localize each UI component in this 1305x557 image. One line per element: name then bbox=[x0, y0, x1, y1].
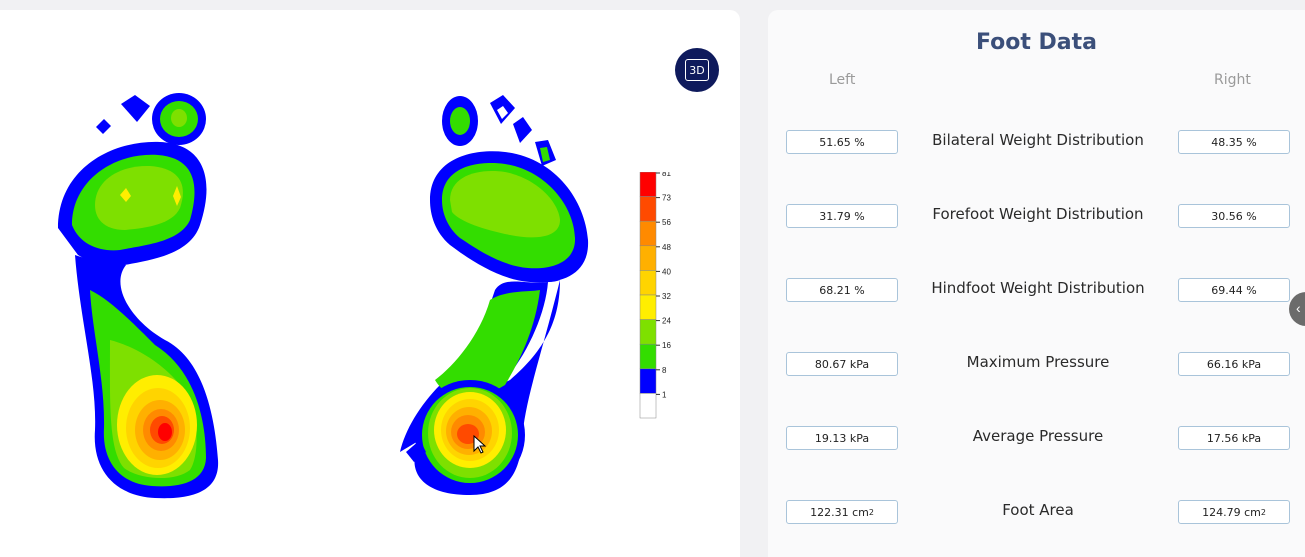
left-foot-map bbox=[58, 93, 219, 499]
metric-label: Foot Area bbox=[1002, 501, 1074, 519]
left-value: 51.65 % bbox=[786, 130, 898, 154]
scale-segment bbox=[639, 393, 657, 419]
left-value: 68.21 % bbox=[786, 278, 898, 302]
scale-segment bbox=[639, 172, 657, 197]
right-area-text: 124.79 cm bbox=[1202, 505, 1261, 519]
metric-label: Bilateral Weight Distribution bbox=[932, 131, 1144, 149]
metric-label: Maximum Pressure bbox=[966, 353, 1110, 371]
scale-tick-label: 1 bbox=[662, 390, 667, 399]
scale-segment bbox=[639, 319, 657, 345]
left-value: 80.67 kPa bbox=[786, 352, 898, 376]
metric-row-bilateral: 51.65 % Bilateral Weight Distribution 48… bbox=[768, 130, 1305, 156]
metric-row-max-pressure: 80.67 kPa Maximum Pressure 66.16 kPa bbox=[768, 352, 1305, 378]
scale-segment bbox=[639, 294, 657, 320]
left-value: 31.79 % bbox=[786, 204, 898, 228]
right-value: 69.44 % bbox=[1178, 278, 1290, 302]
unit-superscript: 2 bbox=[868, 507, 874, 517]
metric-row-hindfoot: 68.21 % Hindfoot Weight Distribution 69.… bbox=[768, 278, 1305, 304]
right-value: 30.56 % bbox=[1178, 204, 1290, 228]
side-panel-toggle[interactable]: ‹ bbox=[1289, 292, 1305, 326]
left-column-header: Left bbox=[829, 72, 856, 88]
scale-segment bbox=[639, 270, 657, 296]
right-column-header: Right bbox=[1214, 72, 1251, 88]
scale-tick-label: 48 bbox=[662, 243, 671, 252]
metric-row-foot-area: 122.31 cm 2 Foot Area 124.79 cm 2 bbox=[768, 500, 1305, 526]
metric-row-forefoot: 31.79 % Forefoot Weight Distribution 30.… bbox=[768, 204, 1305, 230]
metric-label: Forefoot Weight Distribution bbox=[932, 205, 1144, 223]
left-value: 19.13 kPa bbox=[786, 426, 898, 450]
view-3d-button[interactable]: 3D bbox=[675, 48, 719, 92]
scale-tick-label: 16 bbox=[662, 341, 671, 350]
scale-tick-label: 24 bbox=[662, 317, 671, 326]
left-area-text: 122.31 cm bbox=[810, 505, 869, 519]
right-value: 66.16 kPa bbox=[1178, 352, 1290, 376]
unit-superscript: 2 bbox=[1260, 507, 1266, 517]
scale-segment bbox=[639, 343, 657, 370]
scale-segment bbox=[639, 245, 657, 271]
right-foot-map bbox=[400, 95, 589, 495]
metric-row-avg-pressure: 19.13 kPa Average Pressure 17.56 kPa bbox=[768, 426, 1305, 452]
scale-segment bbox=[639, 368, 657, 394]
pressure-map bbox=[58, 93, 589, 499]
scale-tick-label: 81 bbox=[662, 172, 671, 178]
chevron-left-icon: ‹ bbox=[1296, 300, 1301, 316]
scale-tick-label: 56 bbox=[662, 218, 671, 227]
right-value: 124.79 cm 2 bbox=[1178, 500, 1290, 524]
cursor-icon bbox=[473, 434, 487, 454]
scale-segment bbox=[639, 220, 657, 247]
scale-tick-label: 73 bbox=[662, 194, 671, 203]
right-value: 48.35 % bbox=[1178, 130, 1290, 154]
view-3d-label: 3D bbox=[685, 59, 709, 81]
scale-tick-label: 8 bbox=[662, 366, 667, 375]
metric-label: Average Pressure bbox=[972, 427, 1104, 445]
scale-tick-label: 32 bbox=[662, 292, 671, 301]
scale-tick-label: 40 bbox=[662, 267, 671, 276]
metric-label: Hindfoot Weight Distribution bbox=[931, 279, 1145, 297]
left-value: 122.31 cm 2 bbox=[786, 500, 898, 524]
right-value: 17.56 kPa bbox=[1178, 426, 1290, 450]
panel-title: Foot Data bbox=[975, 30, 1097, 55]
scale-segment bbox=[639, 196, 657, 222]
